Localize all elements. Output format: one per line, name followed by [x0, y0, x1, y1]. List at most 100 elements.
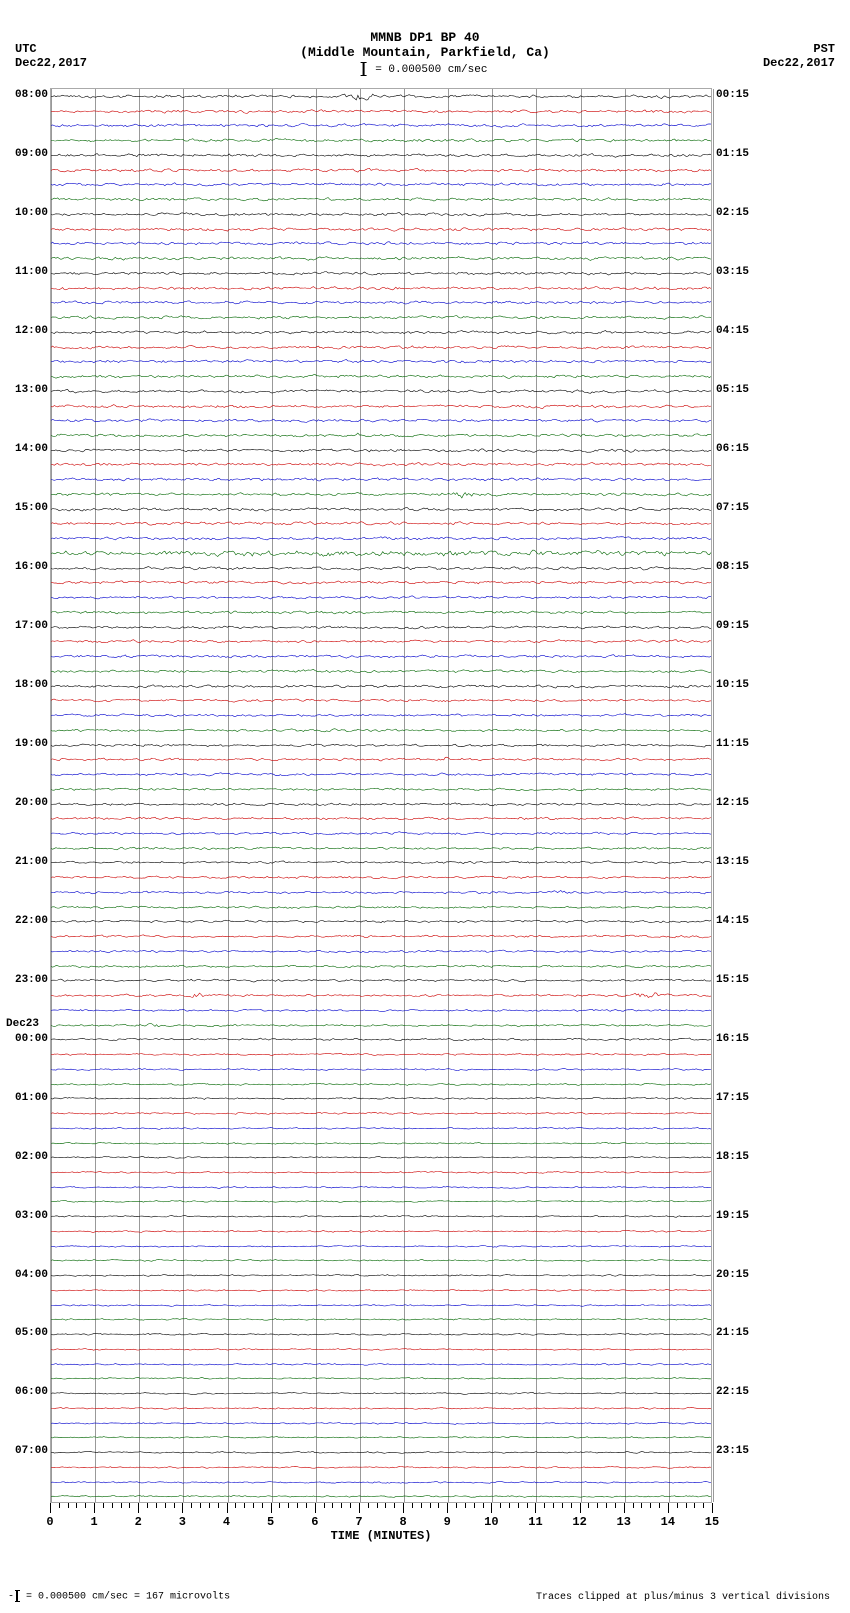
- right-time-label: 23:15: [716, 1445, 766, 1457]
- seismic-trace: [51, 699, 711, 702]
- left-date-label: Dec23: [6, 1018, 50, 1030]
- right-time-label: 14:15: [716, 915, 766, 927]
- left-time-label: 04:00: [4, 1269, 48, 1281]
- trace-row: [51, 192, 711, 207]
- x-tick-minor: [500, 1503, 501, 1508]
- seismic-trace: [51, 1289, 711, 1291]
- seismic-trace: [51, 1260, 711, 1262]
- x-tick-minor: [544, 1503, 545, 1508]
- seismic-trace: [51, 1142, 711, 1144]
- trace-row: [51, 1003, 711, 1018]
- seismic-trace: [51, 802, 711, 805]
- left-time-label: 16:00: [4, 561, 48, 573]
- footer-bar-icon: [16, 1590, 18, 1602]
- trace-row: [51, 399, 711, 414]
- x-tick-minor: [306, 1503, 307, 1508]
- trace-row: [51, 163, 711, 178]
- x-tick-major: [315, 1503, 316, 1513]
- seismic-trace: [51, 611, 711, 614]
- x-tick-minor: [297, 1503, 298, 1508]
- x-tick-label: 8: [399, 1515, 406, 1529]
- seismic-trace: [51, 198, 711, 201]
- x-tick-minor: [332, 1503, 333, 1508]
- right-time-label: 17:15: [716, 1092, 766, 1104]
- x-tick-minor: [483, 1503, 484, 1508]
- right-time-label: 09:15: [716, 620, 766, 632]
- trace-row: [51, 1194, 711, 1209]
- x-tick-major: [491, 1503, 492, 1513]
- x-tick-minor: [156, 1503, 157, 1508]
- seismic-trace: [51, 935, 711, 938]
- trace-row: [51, 1312, 711, 1327]
- seismic-trace: [51, 286, 711, 289]
- seismic-trace: [51, 257, 711, 261]
- x-tick-minor: [509, 1503, 510, 1508]
- seismic-trace: [51, 1201, 711, 1203]
- x-tick-minor: [615, 1503, 616, 1508]
- right-time-label: 07:15: [716, 502, 766, 514]
- x-tick-minor: [518, 1503, 519, 1508]
- seismic-trace: [51, 1407, 711, 1409]
- left-time-label: 03:00: [4, 1210, 48, 1222]
- x-tick-minor: [191, 1503, 192, 1508]
- left-time-label: 01:00: [4, 1092, 48, 1104]
- seismic-trace: [51, 94, 711, 100]
- seismic-trace: [51, 817, 711, 820]
- x-tick-major: [227, 1503, 228, 1513]
- x-tick-minor: [350, 1503, 351, 1508]
- x-tick-minor: [394, 1503, 395, 1508]
- seismic-trace: [51, 626, 711, 629]
- x-tick-minor: [235, 1503, 236, 1508]
- x-tick-minor: [279, 1503, 280, 1508]
- trace-row: [51, 340, 711, 355]
- right-time-label: 20:15: [716, 1269, 766, 1281]
- timezone-right: PST Dec22,2017: [763, 42, 835, 70]
- trace-row: [51, 575, 711, 590]
- seismic-trace: [51, 537, 711, 540]
- seismic-trace: [51, 1083, 711, 1085]
- seismic-trace: [51, 1245, 711, 1247]
- x-tick-minor: [341, 1503, 342, 1508]
- trace-row: [51, 1475, 711, 1490]
- helicorder-container: MMNB DP1 BP 40 (Middle Mountain, Parkfie…: [0, 0, 850, 1613]
- trace-row: [51, 1460, 711, 1475]
- seismic-trace: [51, 301, 711, 304]
- seismic-trace: [51, 360, 711, 363]
- right-time-label: 15:15: [716, 974, 766, 986]
- trace-row: [51, 443, 711, 458]
- seismic-trace: [51, 1023, 711, 1026]
- scale-legend: = 0.000500 cm/sec: [363, 62, 488, 76]
- seismic-trace: [51, 463, 711, 467]
- left-time-label: 14:00: [4, 443, 48, 455]
- x-tick-minor: [147, 1503, 148, 1508]
- x-tick-major: [447, 1503, 448, 1513]
- seismic-trace: [51, 1451, 711, 1453]
- trace-row: [51, 1209, 711, 1224]
- left-time-label: 21:00: [4, 856, 48, 868]
- seismic-trace: [51, 375, 711, 379]
- trace-row: [51, 782, 711, 797]
- x-tick-label: 13: [617, 1515, 631, 1529]
- trace-row: [51, 133, 711, 148]
- seismic-trace: [51, 227, 711, 231]
- footer-right: Traces clipped at plus/minus 3 vertical …: [536, 1592, 830, 1603]
- right-time-label: 19:15: [716, 1210, 766, 1222]
- x-tick-minor: [421, 1503, 422, 1508]
- seismic-trace: [51, 1392, 711, 1394]
- seismic-trace: [51, 330, 711, 333]
- seismic-trace: [51, 1157, 711, 1159]
- x-tick-major: [712, 1503, 713, 1513]
- seismic-trace: [51, 168, 711, 172]
- x-tick-major: [403, 1503, 404, 1513]
- seismic-trace: [51, 139, 711, 142]
- right-time-label: 22:15: [716, 1386, 766, 1398]
- x-tick-major: [580, 1503, 581, 1513]
- x-tick-minor: [597, 1503, 598, 1508]
- right-time-label: 04:15: [716, 325, 766, 337]
- trace-row: [51, 251, 711, 266]
- x-tick-minor: [562, 1503, 563, 1508]
- trace-row: [51, 914, 711, 929]
- left-time-label: 06:00: [4, 1386, 48, 1398]
- footer-left: - = 0.000500 cm/sec = 167 microvolts: [8, 1590, 230, 1603]
- trace-row: [51, 1357, 711, 1372]
